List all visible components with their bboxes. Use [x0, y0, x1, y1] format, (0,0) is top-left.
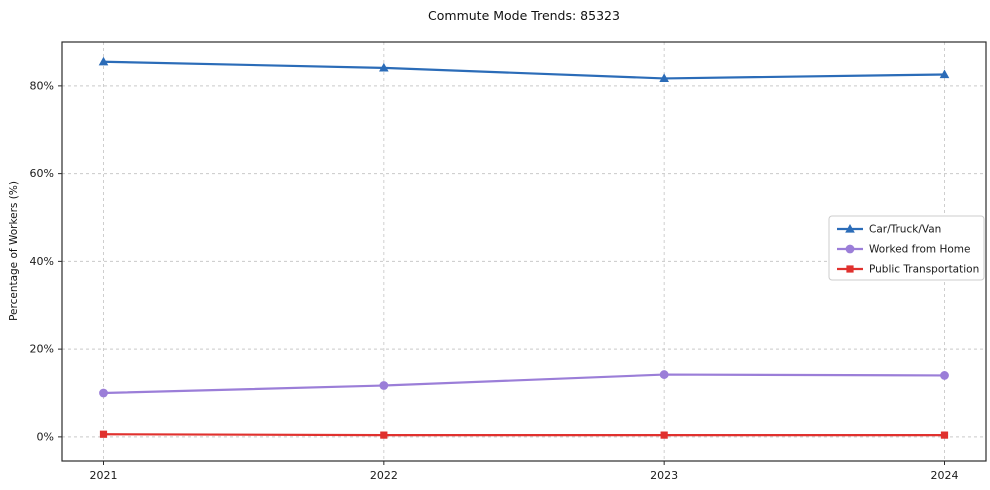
square-marker	[940, 431, 949, 439]
series-worked-from-home	[99, 370, 949, 398]
series-line	[102, 60, 946, 80]
y-tick-label: 80%	[30, 79, 54, 92]
legend-label: Public Transportation	[869, 264, 979, 276]
axis-ticks	[58, 85, 945, 465]
legend: Car/Truck/Van Worked from Home Public Tran…	[828, 215, 985, 281]
x-tick-label: 2024	[931, 469, 959, 482]
triangle-marker	[659, 73, 669, 83]
circle-marker	[659, 370, 669, 379]
y-tick-label: 40%	[30, 255, 54, 268]
circle-marker	[379, 381, 389, 390]
y-tick-label: 20%	[30, 343, 54, 356]
y-tick-label: 60%	[30, 167, 54, 180]
circle-marker	[940, 371, 949, 380]
triangle-marker	[379, 62, 389, 72]
chart-title: Commute Mode Trends: 85323	[428, 8, 620, 23]
square-marker	[660, 431, 668, 439]
y-tick-label: 0%	[37, 430, 54, 443]
legend-box	[828, 215, 985, 281]
x-tick-label: 2023	[650, 469, 678, 482]
circle-marker	[99, 388, 108, 398]
legend-label: Car/Truck/Van	[869, 224, 941, 236]
triangle-marker	[939, 69, 950, 79]
x-tick-label: 2022	[370, 469, 398, 482]
triangle-marker	[845, 224, 855, 233]
square-marker	[380, 431, 388, 439]
axis-tick-labels: 0% 20% 40% 60% 80% 2021 2022 2023 2024	[30, 79, 959, 482]
series-line	[102, 373, 946, 395]
legend-label: Worked from Home	[869, 244, 970, 256]
square-marker	[846, 265, 854, 273]
series-public-transportation	[99, 430, 949, 439]
series-line	[102, 433, 946, 437]
series-car-truck-van	[98, 56, 950, 83]
x-tick-label: 2021	[90, 469, 118, 482]
square-marker	[99, 430, 108, 438]
circle-marker	[845, 244, 855, 254]
plot-border	[61, 41, 987, 462]
triangle-marker	[98, 56, 109, 66]
y-axis-label: Percentage of Workers (%)	[8, 181, 20, 321]
